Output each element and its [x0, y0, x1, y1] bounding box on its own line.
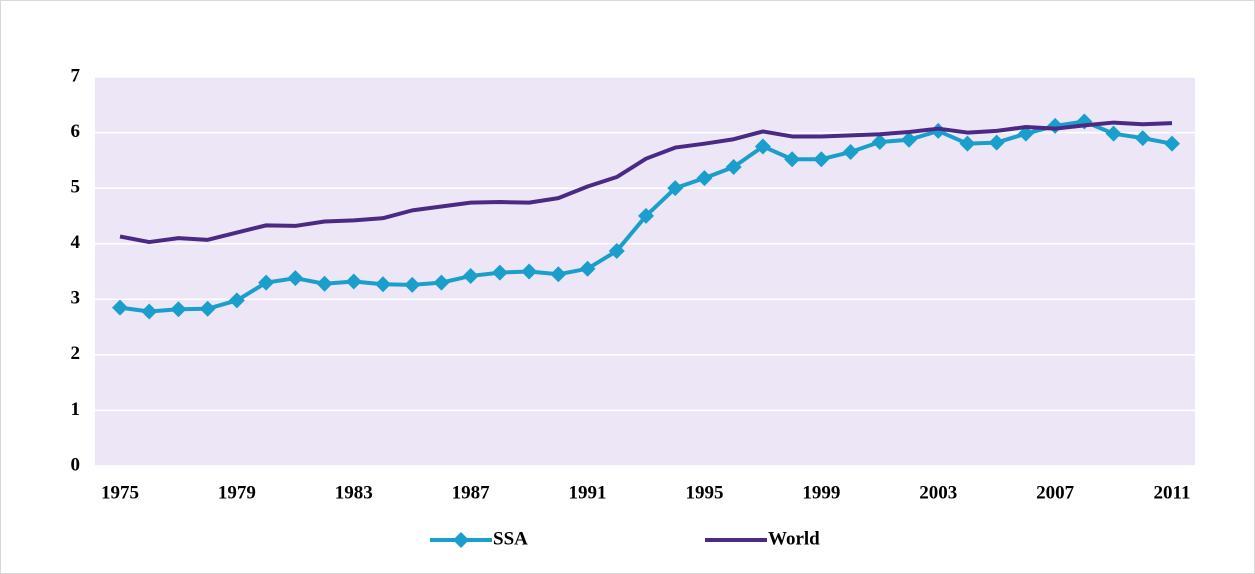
data-point	[959, 135, 976, 152]
x-tick-label: 2007	[1036, 482, 1075, 503]
data-point	[375, 276, 391, 293]
y-tick-label: 1	[71, 399, 81, 420]
data-point	[141, 303, 158, 320]
data-point	[930, 122, 947, 139]
data-point	[608, 242, 625, 259]
data-point	[258, 274, 275, 291]
y-tick-label: 2	[71, 343, 81, 364]
data-point	[433, 274, 450, 291]
x-tick-label: 1999	[802, 482, 840, 503]
data-point	[228, 292, 245, 309]
x-tick-label: 1979	[218, 482, 256, 503]
data-point	[696, 170, 713, 187]
data-point	[316, 275, 333, 292]
plot-area	[95, 77, 1195, 466]
data-point	[813, 151, 830, 168]
y-tick-label: 5	[71, 177, 81, 198]
data-point	[579, 260, 596, 277]
data-point	[1164, 135, 1180, 152]
data-point	[988, 134, 1005, 151]
data-point	[638, 207, 654, 224]
data-point	[345, 273, 362, 290]
data-point	[842, 144, 859, 161]
data-point	[1105, 125, 1122, 142]
data-point	[287, 270, 304, 287]
y-tick-label: 6	[71, 121, 81, 142]
legend-marker	[453, 532, 469, 548]
data-point	[550, 266, 567, 283]
x-tick-label: 1983	[335, 482, 373, 503]
data-point	[112, 299, 128, 316]
y-tick-label: 3	[71, 288, 81, 309]
data-point	[1134, 130, 1151, 147]
data-point	[871, 134, 888, 151]
series-line	[119, 120, 1173, 245]
x-tick-label: 1975	[101, 482, 139, 503]
data-point	[199, 300, 216, 317]
data-point	[170, 301, 187, 318]
x-tick-label: 1995	[685, 482, 723, 503]
data-point	[521, 263, 538, 280]
data-point	[1017, 125, 1034, 142]
x-tick-label: 1991	[569, 482, 607, 503]
y-tick-label: 4	[71, 232, 81, 253]
legend-label: SSA	[493, 528, 528, 549]
x-tick-label: 2003	[919, 482, 957, 503]
data-point	[901, 131, 917, 148]
y-tick-label: 7	[71, 65, 81, 86]
data-point	[1047, 117, 1064, 134]
data-point	[667, 180, 684, 197]
data-point	[784, 151, 801, 168]
data-point	[754, 138, 771, 155]
data-point	[462, 267, 479, 284]
legend-label: World	[768, 528, 820, 549]
data-point	[404, 276, 421, 293]
data-point	[725, 159, 742, 176]
x-tick-label: 2011	[1154, 482, 1191, 503]
x-tick-label: 1987	[452, 482, 491, 503]
data-point	[491, 264, 508, 281]
y-tick-label: 0	[71, 454, 81, 475]
